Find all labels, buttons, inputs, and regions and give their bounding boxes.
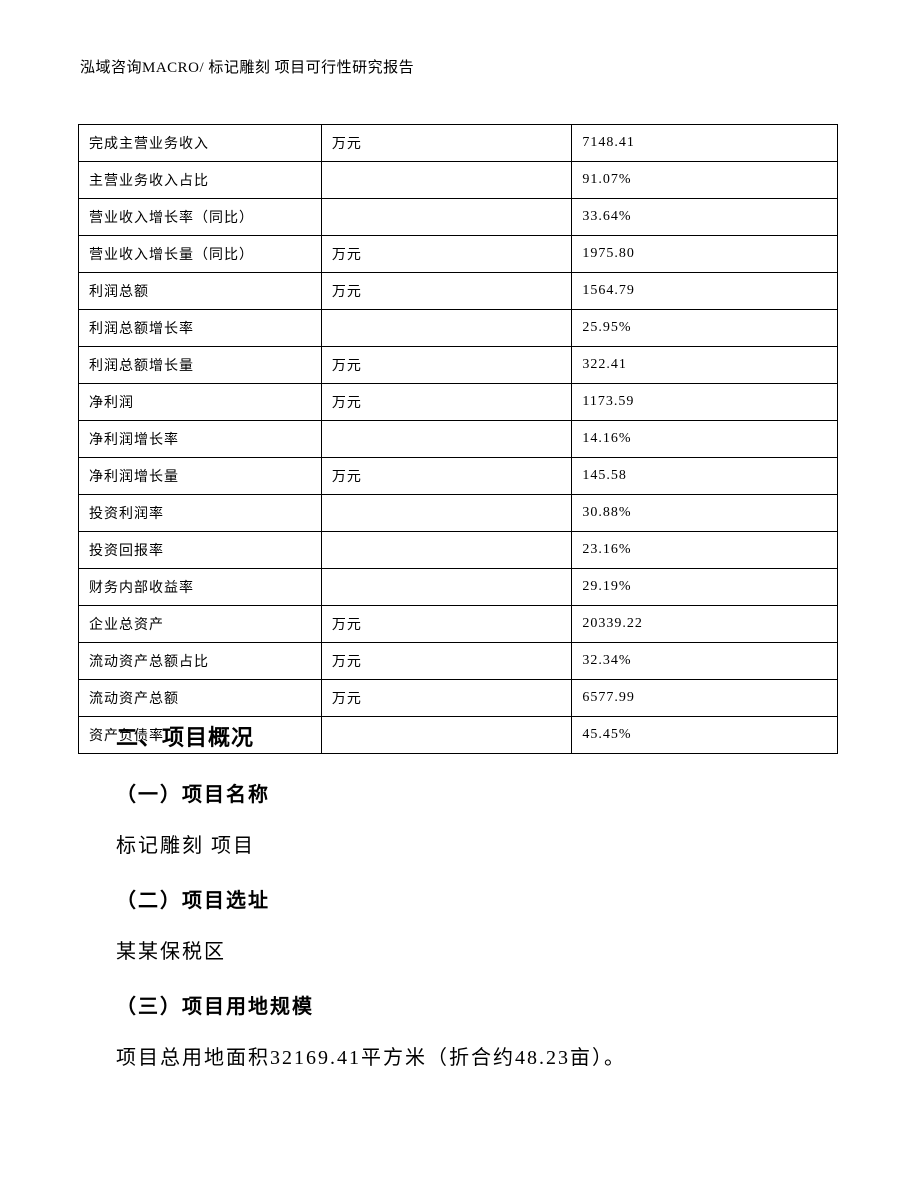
financial-table: 完成主营业务收入万元7148.41主营业务收入占比91.07%营业收入增长率（同…: [78, 124, 838, 754]
table-cell-label: 财务内部收益率: [79, 569, 322, 606]
table-cell-label: 流动资产总额占比: [79, 643, 322, 680]
table-cell-value: 25.95%: [572, 310, 838, 347]
table-cell-value: 1173.59: [572, 384, 838, 421]
table-cell-value: 7148.41: [572, 125, 838, 162]
table-cell-unit: 万元: [321, 458, 571, 495]
table-cell-unit: [321, 310, 571, 347]
document-content: 二、项目概况 （一）项目名称 标记雕刻 项目 （二）项目选址 某某保税区 （三）…: [116, 720, 816, 1096]
table-cell-value: 6577.99: [572, 680, 838, 717]
table-cell-label: 净利润增长率: [79, 421, 322, 458]
table-cell-unit: [321, 162, 571, 199]
table-cell-unit: 万元: [321, 236, 571, 273]
table-row: 净利润增长量万元145.58: [79, 458, 838, 495]
table-cell-unit: 万元: [321, 680, 571, 717]
table-cell-value: 145.58: [572, 458, 838, 495]
table-row: 营业收入增长量（同比）万元1975.80: [79, 236, 838, 273]
table-cell-label: 营业收入增长率（同比）: [79, 199, 322, 236]
table-cell-unit: 万元: [321, 273, 571, 310]
table-cell-unit: [321, 569, 571, 606]
sub-heading-land-scale: （三）项目用地规模: [116, 990, 816, 1019]
table-cell-unit: 万元: [321, 125, 571, 162]
financial-table-container: 完成主营业务收入万元7148.41主营业务收入占比91.07%营业收入增长率（同…: [78, 124, 838, 754]
table-cell-value: 33.64%: [572, 199, 838, 236]
table-cell-value: 32.34%: [572, 643, 838, 680]
table-row: 完成主营业务收入万元7148.41: [79, 125, 838, 162]
table-cell-unit: 万元: [321, 384, 571, 421]
table-row: 财务内部收益率 29.19%: [79, 569, 838, 606]
table-cell-label: 投资回报率: [79, 532, 322, 569]
table-row: 利润总额增长量万元322.41: [79, 347, 838, 384]
table-cell-value: 322.41: [572, 347, 838, 384]
table-cell-unit: 万元: [321, 643, 571, 680]
document-header: 泓域咨询MACRO/ 标记雕刻 项目可行性研究报告: [80, 56, 414, 77]
table-cell-value: 29.19%: [572, 569, 838, 606]
table-cell-unit: [321, 421, 571, 458]
table-row: 利润总额增长率 25.95%: [79, 310, 838, 347]
body-project-location: 某某保税区: [116, 935, 816, 964]
table-cell-label: 企业总资产: [79, 606, 322, 643]
table-cell-value: 20339.22: [572, 606, 838, 643]
table-row: 企业总资产万元20339.22: [79, 606, 838, 643]
table-row: 投资利润率 30.88%: [79, 495, 838, 532]
section-heading-overview: 二、项目概况: [116, 720, 816, 752]
table-cell-unit: 万元: [321, 606, 571, 643]
table-cell-label: 净利润: [79, 384, 322, 421]
table-cell-unit: [321, 532, 571, 569]
body-project-name: 标记雕刻 项目: [116, 829, 816, 858]
table-cell-value: 30.88%: [572, 495, 838, 532]
table-row: 投资回报率 23.16%: [79, 532, 838, 569]
sub-heading-project-name: （一）项目名称: [116, 778, 816, 807]
table-cell-label: 主营业务收入占比: [79, 162, 322, 199]
table-row: 净利润增长率 14.16%: [79, 421, 838, 458]
table-row: 流动资产总额万元6577.99: [79, 680, 838, 717]
table-cell-unit: [321, 495, 571, 532]
table-row: 营业收入增长率（同比） 33.64%: [79, 199, 838, 236]
body-land-scale: 项目总用地面积32169.41平方米（折合约48.23亩）。: [116, 1041, 816, 1070]
table-cell-label: 净利润增长量: [79, 458, 322, 495]
header-text: 泓域咨询MACRO/ 标记雕刻 项目可行性研究报告: [80, 60, 414, 76]
table-cell-label: 流动资产总额: [79, 680, 322, 717]
table-row: 主营业务收入占比 91.07%: [79, 162, 838, 199]
table-cell-value: 1975.80: [572, 236, 838, 273]
table-cell-label: 利润总额增长量: [79, 347, 322, 384]
table-cell-value: 91.07%: [572, 162, 838, 199]
sub-heading-project-location: （二）项目选址: [116, 884, 816, 913]
table-cell-value: 1564.79: [572, 273, 838, 310]
table-cell-label: 利润总额: [79, 273, 322, 310]
table-cell-unit: [321, 199, 571, 236]
table-cell-value: 23.16%: [572, 532, 838, 569]
table-cell-label: 利润总额增长率: [79, 310, 322, 347]
table-cell-value: 14.16%: [572, 421, 838, 458]
table-cell-label: 营业收入增长量（同比）: [79, 236, 322, 273]
table-cell-label: 完成主营业务收入: [79, 125, 322, 162]
table-cell-label: 投资利润率: [79, 495, 322, 532]
table-cell-unit: 万元: [321, 347, 571, 384]
table-row: 利润总额万元1564.79: [79, 273, 838, 310]
table-row: 净利润万元1173.59: [79, 384, 838, 421]
table-row: 流动资产总额占比万元32.34%: [79, 643, 838, 680]
